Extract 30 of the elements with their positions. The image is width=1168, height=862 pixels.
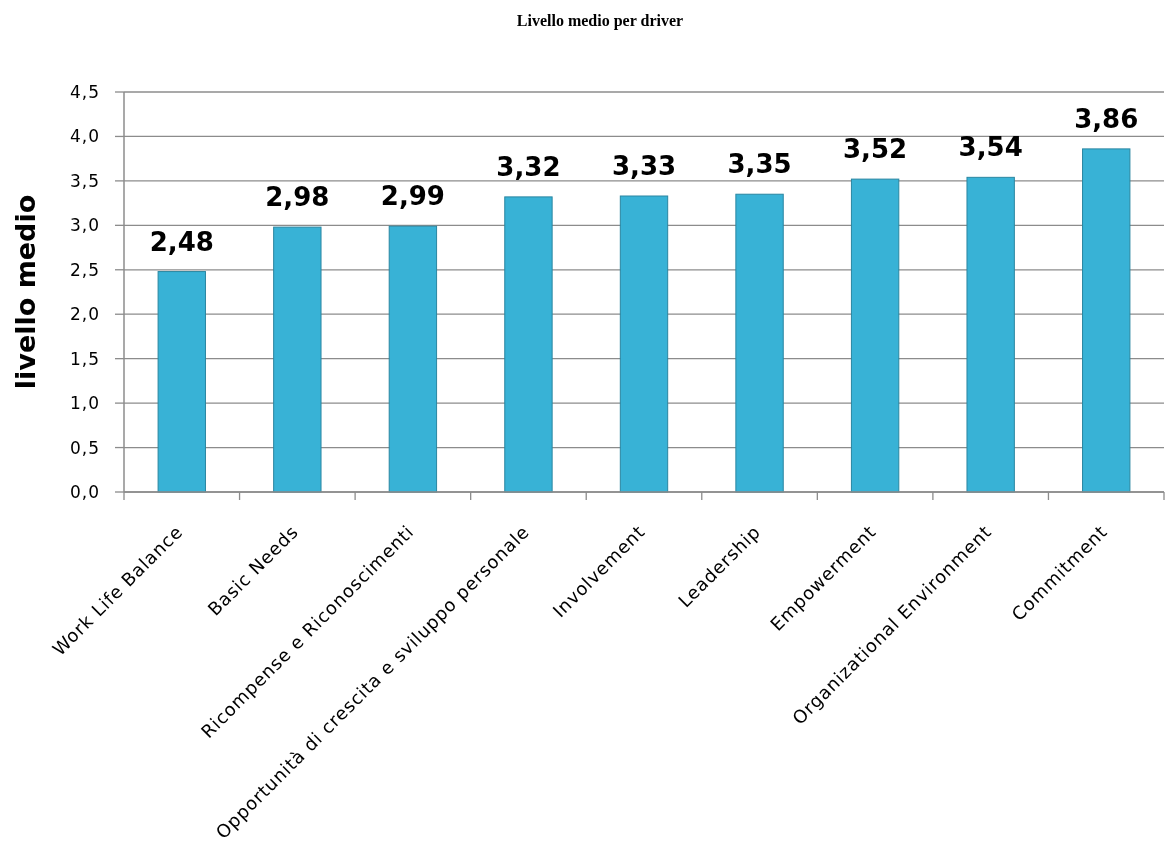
data-label: 3,33: [611, 151, 677, 181]
bar: [619, 195, 669, 493]
bar: [504, 196, 553, 493]
data-label: 3,52: [843, 134, 908, 165]
bar: [735, 193, 784, 493]
y-tick-label: 0,5: [69, 437, 100, 458]
data-label: 3,54: [958, 132, 1023, 163]
y-tick-label: 2,0: [69, 304, 100, 325]
data-label: 3,32: [496, 151, 561, 182]
data-label: 3,86: [1074, 103, 1139, 134]
y-tick-label: 0,0: [69, 481, 100, 502]
bar: [1082, 148, 1131, 493]
chart-title: Livello medio per driver: [516, 12, 684, 30]
y-tick-label: 4,0: [69, 126, 100, 147]
bar: [388, 225, 438, 493]
bar: [157, 271, 206, 493]
data-label: 2,99: [380, 181, 445, 212]
bar: [966, 176, 1015, 493]
data-label: 3,35: [727, 149, 792, 180]
y-tick-label: 2,5: [69, 259, 100, 280]
y-tick-label: 3,0: [69, 215, 100, 236]
bar: [850, 178, 900, 493]
bar: [273, 226, 322, 493]
y-tick-label: 1,5: [69, 348, 100, 369]
y-tick-label: 4,5: [69, 81, 100, 102]
y-tick-label: 1,0: [69, 393, 100, 414]
y-axis-title: livello medio: [10, 194, 41, 390]
y-tick-label: 3,5: [69, 170, 100, 191]
data-label: 2,48: [149, 226, 214, 257]
data-label: 2,98: [265, 182, 330, 213]
